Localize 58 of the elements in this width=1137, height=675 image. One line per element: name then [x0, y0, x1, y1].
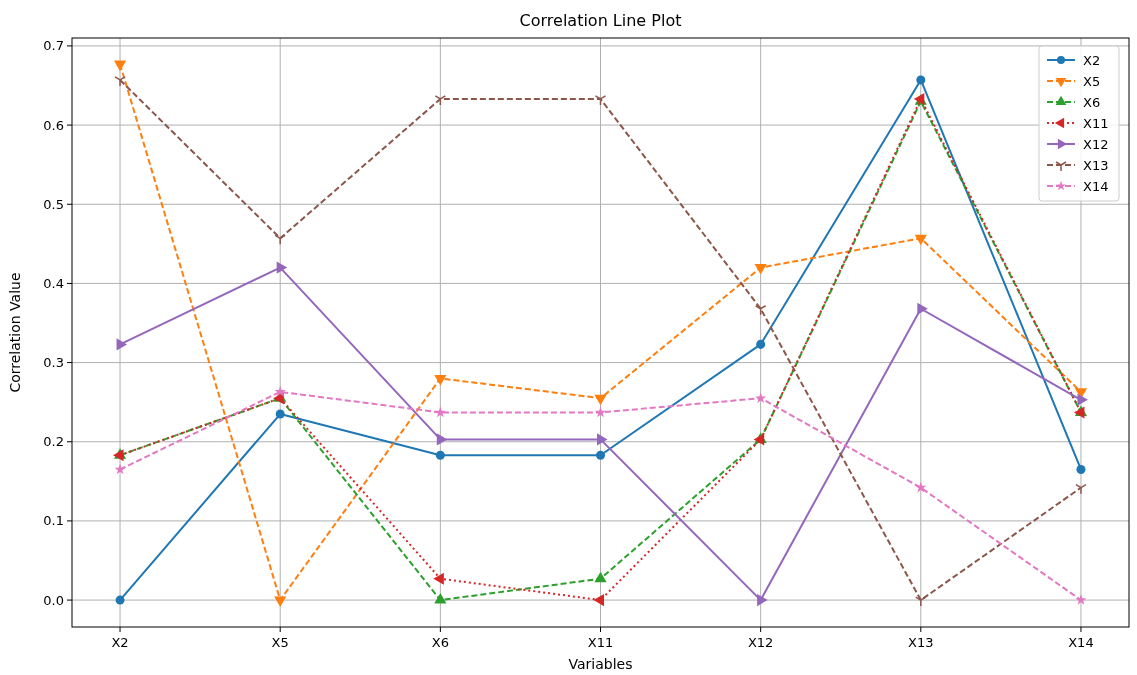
point: [594, 571, 607, 583]
y-tick-label: 0.1: [43, 513, 64, 529]
point: [596, 433, 608, 446]
point: [1075, 594, 1087, 605]
y-tick-label: 0.6: [43, 117, 64, 133]
legend-label: X11: [1083, 115, 1109, 131]
x-axis-title: Variables: [568, 656, 633, 672]
point: [434, 593, 447, 604]
point: [1075, 483, 1087, 495]
point: [114, 463, 126, 475]
point: [595, 450, 606, 460]
legend-label: X13: [1083, 157, 1109, 173]
y-tick-label: 0.0: [43, 592, 64, 608]
point: [433, 572, 444, 585]
point: [435, 450, 445, 460]
chart-title: Correlation Line Plot: [519, 11, 682, 30]
point: [274, 386, 286, 397]
point: [434, 406, 446, 418]
point: [275, 409, 285, 419]
x-tick-label: X5: [271, 635, 289, 650]
legend-label: X5: [1083, 73, 1101, 89]
point: [914, 234, 927, 246]
y-tick-label: 0.7: [43, 38, 64, 54]
point: [274, 234, 286, 246]
point: [1076, 464, 1086, 474]
y-tick-label: 0.5: [43, 196, 64, 212]
x-tick-label: X6: [431, 635, 449, 650]
point: [114, 76, 126, 87]
point: [276, 261, 288, 274]
point: [756, 339, 766, 349]
point: [755, 392, 767, 403]
point: [115, 595, 125, 605]
point: [915, 596, 927, 607]
point: [754, 264, 767, 275]
x-tick-label: X12: [747, 635, 774, 650]
legend-label: X2: [1083, 52, 1101, 68]
x-tick-label: X14: [1068, 635, 1094, 650]
y-tick-label: 0.2: [43, 434, 64, 450]
x-tick-label: X11: [587, 635, 614, 650]
point: [593, 594, 605, 607]
legend-label: X6: [1083, 94, 1101, 110]
x-tick-label: X13: [908, 635, 934, 650]
point: [594, 394, 607, 406]
point: [436, 433, 448, 446]
point: [594, 406, 607, 418]
point: [434, 374, 447, 386]
y-tick-label: 0.3: [43, 355, 64, 371]
point: [113, 60, 127, 72]
x-tick-label: X2: [111, 635, 129, 650]
point: [916, 75, 926, 85]
point: [1077, 393, 1088, 406]
y-axis-title: Correlation Value: [7, 272, 23, 393]
legend-label: X12: [1083, 136, 1109, 152]
legend-label: X14: [1083, 178, 1109, 194]
y-tick-label: 0.4: [43, 275, 64, 291]
point: [757, 594, 768, 607]
point: [915, 481, 927, 493]
point: [917, 302, 928, 315]
